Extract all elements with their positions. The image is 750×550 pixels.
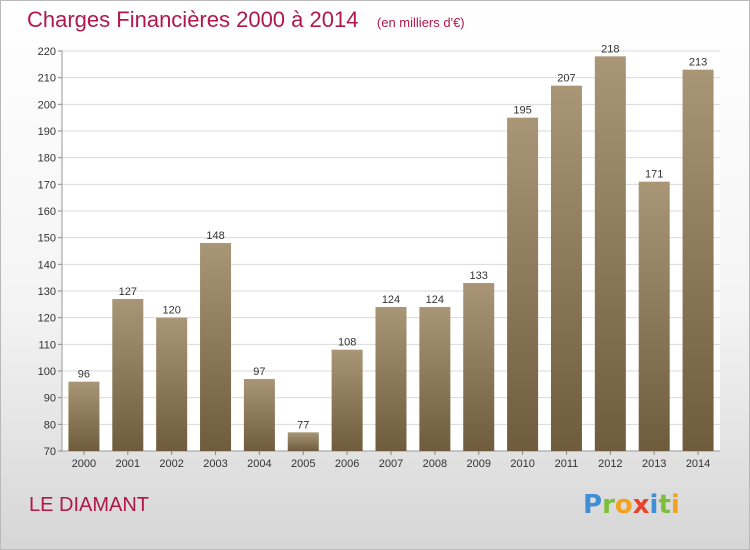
bar <box>200 243 232 451</box>
x-tick-label: 2014 <box>686 458 710 470</box>
bar <box>287 432 319 451</box>
brand-letter: t <box>658 490 671 520</box>
y-tick-label: 180 <box>38 153 56 165</box>
bar <box>68 381 100 451</box>
bar-value-label: 96 <box>78 369 90 381</box>
bar-value-label: 120 <box>162 305 180 317</box>
chart-subtitle: (en milliers d'€) <box>376 15 465 30</box>
bar <box>463 283 495 451</box>
bar-value-label: 108 <box>338 337 356 349</box>
y-tick-label: 120 <box>38 313 56 325</box>
bar <box>243 379 275 451</box>
brand-logo: Proxiti <box>583 490 680 520</box>
bar-value-label: 218 <box>601 43 619 55</box>
bar <box>682 69 714 452</box>
bar-value-label: 195 <box>513 105 531 117</box>
brand-letter: r <box>602 490 615 520</box>
x-tick-label: 2010 <box>510 458 534 470</box>
y-tick-label: 190 <box>38 126 56 138</box>
bar <box>419 307 451 451</box>
brand-letter: i <box>670 490 680 520</box>
y-tick-label: 100 <box>38 366 56 378</box>
y-tick-label: 200 <box>38 99 56 111</box>
bar <box>550 85 582 452</box>
bar-value-label: 124 <box>382 294 400 306</box>
bar <box>375 307 407 451</box>
bar <box>638 181 670 451</box>
bar <box>331 349 363 451</box>
bar-value-label: 127 <box>119 286 137 298</box>
bar <box>507 117 539 452</box>
x-tick-label: 2007 <box>379 458 403 470</box>
x-tick-label: 2000 <box>72 458 96 470</box>
bar-value-label: 171 <box>645 169 663 181</box>
y-tick-label: 140 <box>38 259 56 271</box>
x-tick-label: 2003 <box>203 458 227 470</box>
y-tick-label: 70 <box>44 446 56 458</box>
y-tick-label: 210 <box>38 73 56 85</box>
brand-letter: P <box>583 490 603 520</box>
bar-value-label: 97 <box>253 366 265 378</box>
bar-value-label: 207 <box>557 73 575 85</box>
y-tick-label: 220 <box>38 46 56 58</box>
x-tick-label: 2011 <box>555 458 579 470</box>
commune-name: LE DIAMANT <box>29 494 150 516</box>
chart-title: Charges Financières 2000 à 2014 <box>27 7 359 32</box>
bar <box>594 56 626 451</box>
bar-value-label: 124 <box>426 294 444 306</box>
x-tick-label: 2002 <box>159 458 183 470</box>
y-tick-label: 130 <box>38 286 56 298</box>
brand-letter: o <box>614 490 633 520</box>
y-tick-label: 150 <box>38 233 56 245</box>
x-tick-label: 2013 <box>642 458 666 470</box>
brand-letter: x <box>632 490 650 520</box>
y-tick-label: 90 <box>44 393 56 405</box>
bar-value-label: 133 <box>470 270 488 282</box>
title-row: Charges Financières 2000 à 2014 (en mill… <box>27 7 465 33</box>
x-tick-label: 2008 <box>423 458 447 470</box>
x-tick-label: 2001 <box>116 458 140 470</box>
y-tick-label: 80 <box>44 419 56 431</box>
bar-value-label: 213 <box>689 57 707 69</box>
brand-letter: i <box>649 490 659 520</box>
y-tick-label: 170 <box>38 179 56 191</box>
bar-value-label: 77 <box>297 419 309 431</box>
x-tick-label: 2012 <box>598 458 622 470</box>
x-tick-label: 2005 <box>291 458 315 470</box>
bar <box>112 299 144 451</box>
bar-value-label: 148 <box>206 230 224 242</box>
x-tick-label: 2004 <box>247 458 271 470</box>
x-tick-label: 2009 <box>466 458 490 470</box>
x-tick-label: 2006 <box>335 458 359 470</box>
bar <box>156 317 188 451</box>
y-tick-label: 160 <box>38 206 56 218</box>
y-tick-label: 110 <box>38 339 56 351</box>
